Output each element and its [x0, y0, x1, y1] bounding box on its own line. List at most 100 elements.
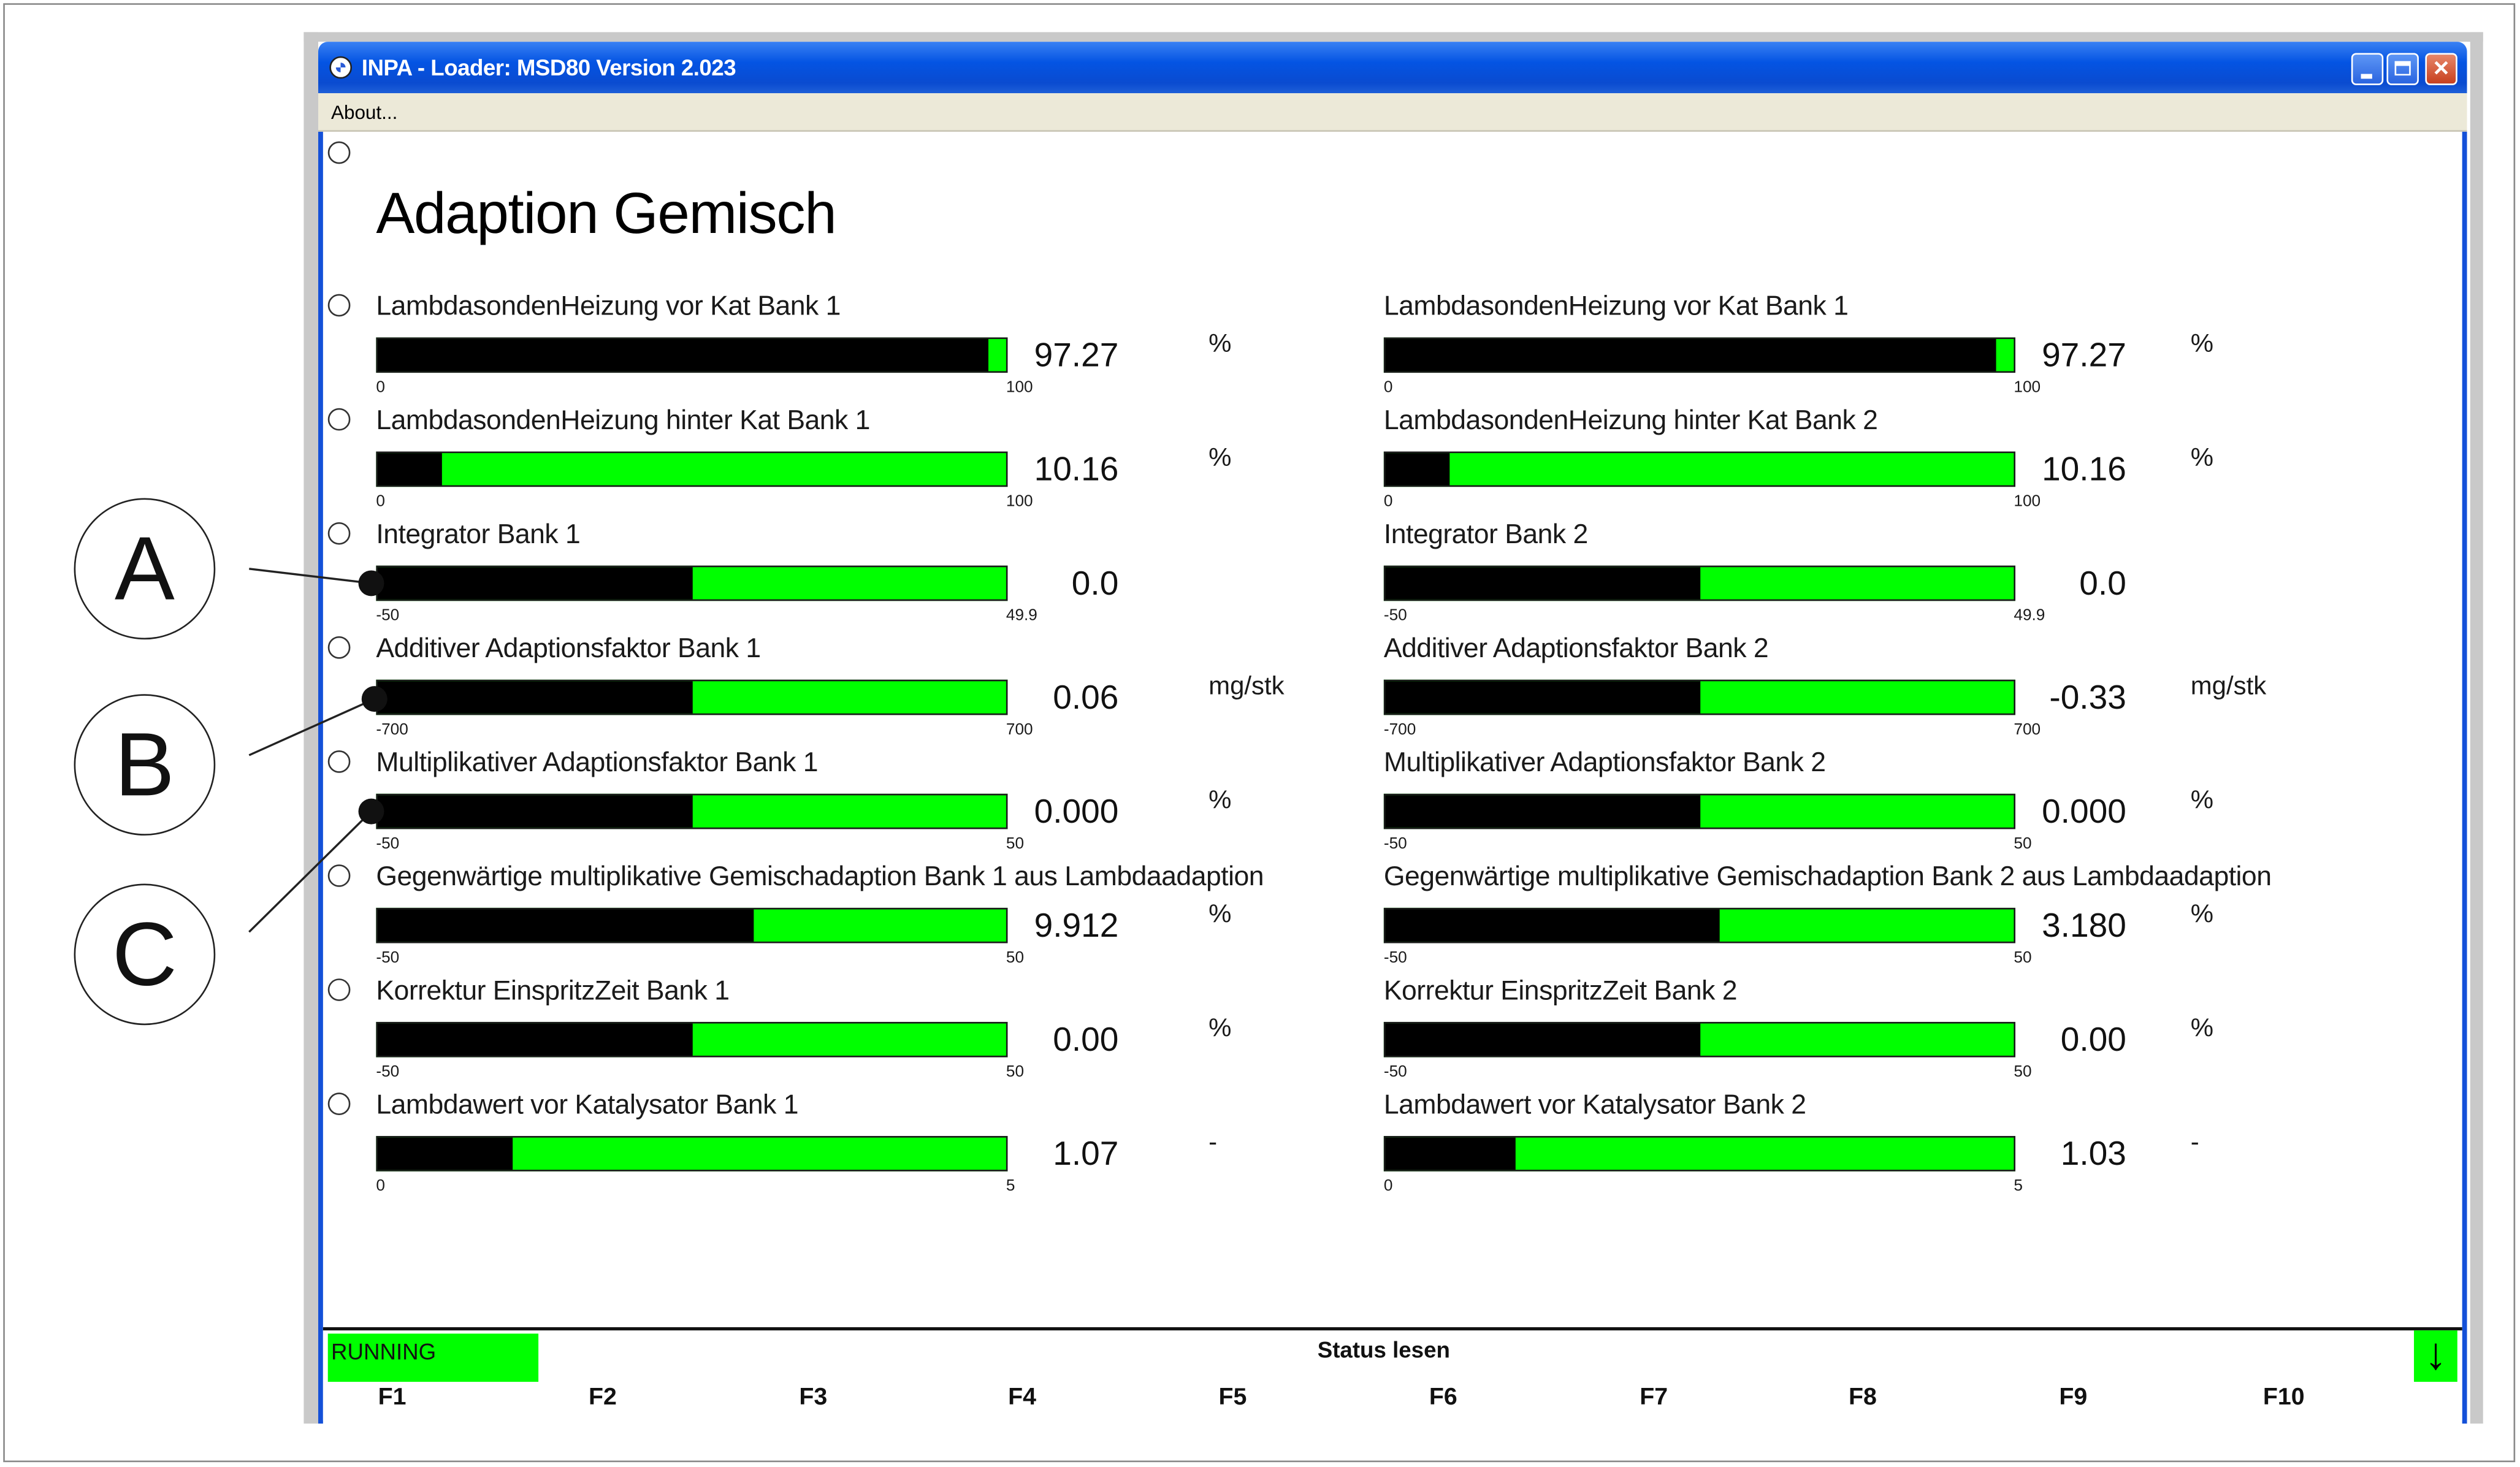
measurement-bar: [376, 679, 1008, 715]
row-radio[interactable]: [327, 408, 351, 431]
bar-min-label: 0: [1383, 493, 1393, 511]
bmw-logo-icon: [329, 56, 353, 79]
bar-min-label: 0: [1383, 379, 1393, 397]
measurement-bar-fill: [377, 909, 754, 942]
bar-max-label: 5: [2014, 1178, 2023, 1196]
measurement-label: Multiplikativer Adaptionsfaktor Bank 2: [1383, 747, 1826, 778]
minimize-button[interactable]: [2351, 53, 2384, 85]
bar-max-label: 700: [2014, 721, 2041, 739]
measurement-label: Additiver Adaptionsfaktor Bank 1: [376, 633, 761, 664]
scroll-down-button[interactable]: ↓: [2414, 1330, 2457, 1382]
bar-max-label: 700: [1006, 721, 1033, 739]
measurement-unit: %: [2190, 787, 2214, 815]
running-indicator: RUNNING: [327, 1333, 539, 1382]
bar-min-label: -50: [376, 950, 400, 967]
bar-max-label: 49.9: [1006, 607, 1037, 625]
title-bar[interactable]: INPA - Loader: MSD80 Version 2.023 ✕: [318, 42, 2467, 94]
callout-a: A: [74, 498, 216, 640]
fkey-f3[interactable]: F3: [799, 1383, 828, 1411]
measurement-bar: [376, 451, 1008, 487]
measurement-bar: [376, 1021, 1008, 1057]
bar-min-label: 0: [376, 1178, 385, 1196]
measurement-value: 97.27: [1034, 337, 1119, 375]
measurement-unit: -: [2190, 1129, 2199, 1157]
fkey-f6[interactable]: F6: [1429, 1383, 1457, 1411]
bar-max-label: 5: [1006, 1178, 1015, 1196]
row-radio[interactable]: [327, 294, 351, 317]
measurement-unit: %: [2190, 330, 2214, 359]
measurement-label: Gegenwärtige multiplikative Gemischadapt…: [1383, 861, 2272, 892]
measurement-bar: [1383, 1136, 2015, 1172]
title-radio[interactable]: [327, 141, 351, 164]
measurement-value: 9.912: [1034, 907, 1119, 945]
window-shadow: [2470, 32, 2483, 1424]
measurement-bar: [1383, 793, 2015, 829]
close-button[interactable]: ✕: [2425, 53, 2457, 85]
bar-max-label: 50: [2014, 1064, 2032, 1081]
bar-min-label: -50: [1383, 835, 1407, 853]
maximize-button[interactable]: [2386, 53, 2419, 85]
bar-min-label: -50: [1383, 950, 1407, 967]
row-radio[interactable]: [327, 750, 351, 773]
measurement-unit: %: [2190, 445, 2214, 473]
measurement-bar-fill: [377, 795, 692, 828]
close-icon: ✕: [2432, 56, 2450, 81]
bar-max-label: 50: [1006, 1064, 1025, 1081]
row-radio[interactable]: [327, 1092, 351, 1115]
bar-max-label: 100: [1006, 379, 1033, 397]
measurement-label: Lambdawert vor Katalysator Bank 2: [1383, 1089, 1806, 1120]
measurement-bar: [376, 1136, 1008, 1172]
fkey-f4[interactable]: F4: [1008, 1383, 1037, 1411]
measurement-label: Lambdawert vor Katalysator Bank 1: [376, 1089, 798, 1120]
fkey-f9[interactable]: F9: [2059, 1383, 2088, 1411]
measurement-bar-fill: [1385, 1137, 1515, 1170]
arrow-down-icon: ↓: [2424, 1328, 2447, 1379]
measurement-bar: [1383, 565, 2015, 601]
measurement-label: Integrator Bank 1: [376, 519, 581, 550]
measurement-value: 3.180: [2042, 907, 2126, 945]
measurement-value: 0.0: [1071, 565, 1119, 603]
row-radio[interactable]: [327, 864, 351, 887]
bar-max-label: 100: [2014, 493, 2041, 511]
fkey-f5[interactable]: F5: [1218, 1383, 1247, 1411]
fkey-f8[interactable]: F8: [1848, 1383, 1877, 1411]
menu-about[interactable]: About...: [330, 101, 398, 124]
bar-max-label: 49.9: [2014, 607, 2045, 625]
measurement-value: 0.00: [1053, 1021, 1119, 1059]
measurement-bar-fill: [1385, 909, 1720, 942]
measurement-value: 10.16: [1034, 451, 1119, 489]
measurement-bar-fill: [377, 453, 442, 486]
row-radio[interactable]: [327, 978, 351, 1001]
measurement-unit: %: [2190, 1015, 2214, 1043]
measurement-bar: [1383, 907, 2015, 943]
fkey-f10[interactable]: F10: [2262, 1383, 2305, 1411]
measurement-value: 0.06: [1053, 679, 1119, 717]
measurement-bar-fill: [1385, 453, 1449, 486]
measurement-unit: mg/stk: [1208, 673, 1285, 701]
measurement-label: Gegenwärtige multiplikative Gemischadapt…: [376, 861, 1264, 892]
measurement-bar: [1383, 1021, 2015, 1057]
row-radio[interactable]: [327, 636, 351, 659]
fkey-f7[interactable]: F7: [1640, 1383, 1668, 1411]
measurement-value: -0.33: [2049, 679, 2126, 717]
measurement-label: LambdasondenHeizung hinter Kat Bank 2: [1383, 405, 1878, 436]
measurement-unit: %: [1208, 901, 1232, 929]
fkey-f1[interactable]: F1: [378, 1383, 407, 1411]
bar-min-label: -50: [1383, 1064, 1407, 1081]
measurement-bar-fill: [377, 1137, 513, 1170]
menu-bar: About...: [318, 93, 2467, 132]
measurement-label: Korrektur EinspritzZeit Bank 1: [376, 975, 730, 1006]
bar-min-label: 0: [1383, 1178, 1393, 1196]
fkey-f2[interactable]: F2: [588, 1383, 617, 1411]
measurement-bar-fill: [377, 567, 692, 600]
measurement-value: 0.000: [2042, 793, 2126, 831]
measurement-unit: -: [1208, 1129, 1218, 1157]
measurement-label: Additiver Adaptionsfaktor Bank 2: [1383, 633, 1769, 664]
measurement-bar-fill: [377, 681, 692, 714]
measurement-unit: %: [2190, 901, 2214, 929]
measurement-label: Korrektur EinspritzZeit Bank 2: [1383, 975, 1738, 1006]
measurement-label: LambdasondenHeizung vor Kat Bank 1: [376, 291, 841, 322]
measurement-bar: [376, 907, 1008, 943]
row-radio[interactable]: [327, 522, 351, 545]
bar-max-label: 100: [1006, 493, 1033, 511]
